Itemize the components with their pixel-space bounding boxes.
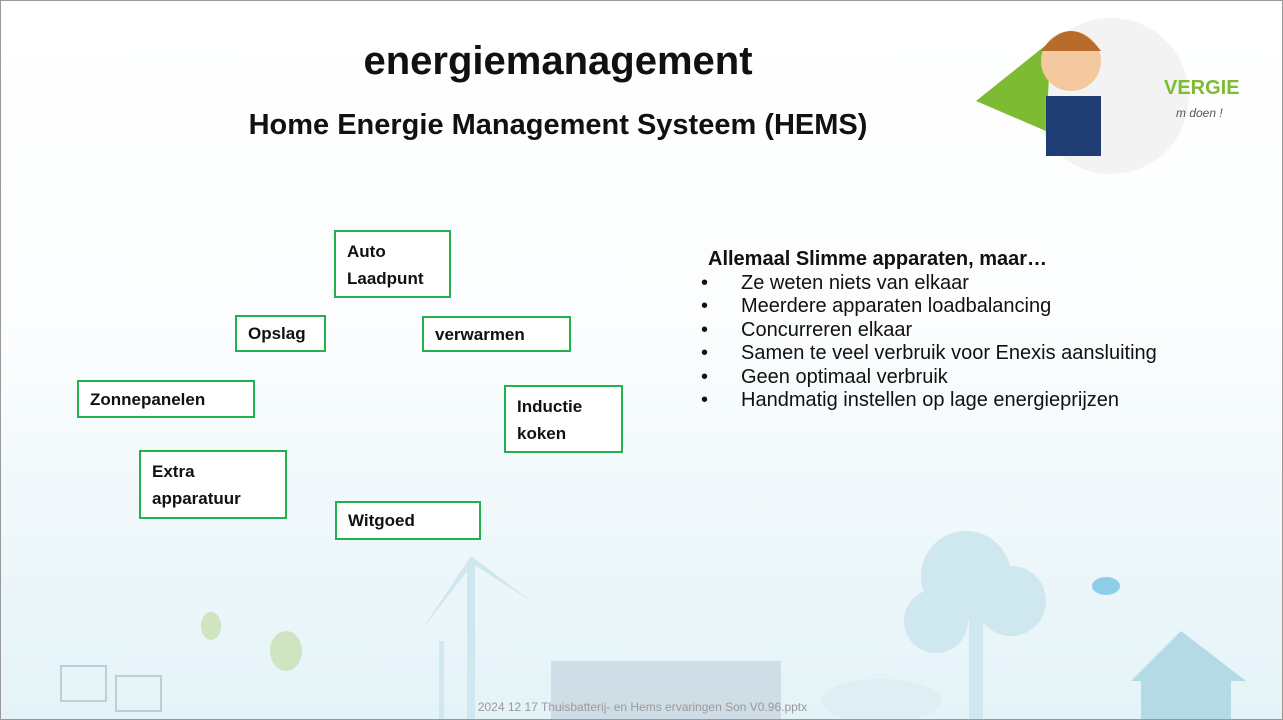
box-line: apparatuur <box>152 489 241 508</box>
landscape <box>421 531 1246 719</box>
panel-heading: Allemaal Slimme apparaten, maar… <box>708 248 1048 270</box>
box-line: Witgoed <box>348 511 415 530</box>
footer: 2024 12 17 Thuisbatterij- en Hems ervari… <box>477 700 808 714</box>
bullet: Meerdere apparaten loadbalancing <box>701 295 1157 319</box>
box-line: Extra <box>152 462 195 481</box>
bullet: Geen optimaal verbruik <box>701 366 1157 390</box>
device-box: Opslag <box>235 315 326 352</box>
people <box>551 661 781 719</box>
solar-panels <box>60 665 162 712</box>
bullet: Samen te veel verbruik voor Enexis aansl… <box>701 342 1157 366</box>
box-line: Inductie <box>517 397 583 416</box>
device-box: Auto Laadpunt <box>334 230 451 298</box>
logo: VERGIE m doen ! <box>976 18 1240 174</box>
box-line: koken <box>517 424 567 443</box>
cloud <box>1092 577 1120 595</box>
box-line: Opslag <box>248 324 306 343</box>
bullet: Concurreren elkaar <box>701 319 1157 343</box>
logo-brand: VERGIE <box>1164 77 1240 99</box>
device-box: Witgoed <box>335 501 481 540</box>
box-line: verwarmen <box>435 325 525 344</box>
device-box: Zonnepanelen <box>77 380 255 418</box>
text-panel: Allemaal Slimme apparaten, maar… Ze wete… <box>701 248 1157 413</box>
butterflies <box>201 612 302 671</box>
device-box: Extra apparatuur <box>139 450 287 519</box>
title: energiemanagement <box>363 39 753 83</box>
device-box: verwarmen <box>422 316 571 352</box>
box-line: Laadpunt <box>347 269 424 288</box>
bullet: Handmatig instellen op lage energieprijz… <box>701 389 1157 413</box>
logo-slogan: m doen ! <box>1176 106 1223 120</box>
device-box: Inductie koken <box>504 385 623 453</box>
subtitle: Home Energie Management Systeem (HEMS) <box>248 109 868 141</box>
bullet: Ze weten niets van elkaar <box>701 272 1157 296</box>
bullet-list: Ze weten niets van elkaarMeerdere appara… <box>701 272 1157 413</box>
box-line: Auto <box>347 242 386 261</box>
box-line: Zonnepanelen <box>90 390 206 409</box>
